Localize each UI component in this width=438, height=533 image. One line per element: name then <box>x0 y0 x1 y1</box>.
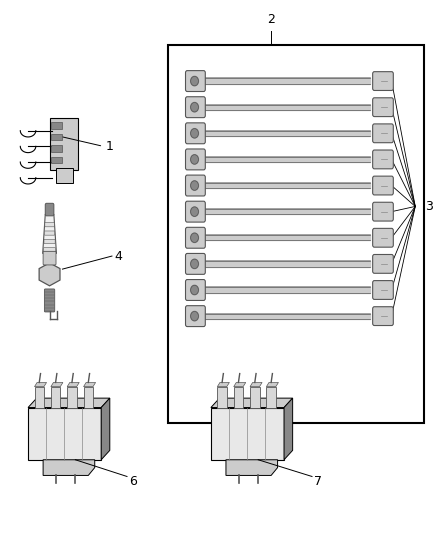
Circle shape <box>190 128 198 138</box>
FancyBboxPatch shape <box>372 176 392 195</box>
FancyBboxPatch shape <box>185 175 205 196</box>
FancyBboxPatch shape <box>185 306 205 327</box>
Text: 2: 2 <box>267 13 275 26</box>
Circle shape <box>190 102 198 112</box>
FancyBboxPatch shape <box>185 149 205 170</box>
Bar <box>217 386 226 408</box>
Polygon shape <box>35 383 46 386</box>
Bar <box>51 123 61 128</box>
Bar <box>250 386 259 408</box>
FancyBboxPatch shape <box>44 231 55 235</box>
Bar <box>67 386 77 408</box>
Polygon shape <box>233 383 245 386</box>
Bar <box>83 386 93 408</box>
FancyBboxPatch shape <box>185 254 205 274</box>
Circle shape <box>190 155 198 164</box>
Polygon shape <box>226 460 277 475</box>
Polygon shape <box>28 398 110 408</box>
Bar <box>266 386 275 408</box>
Circle shape <box>190 207 198 216</box>
Circle shape <box>190 311 198 321</box>
FancyBboxPatch shape <box>372 71 392 91</box>
Polygon shape <box>217 383 229 386</box>
Polygon shape <box>51 383 63 386</box>
Polygon shape <box>210 398 292 408</box>
Bar <box>51 157 61 163</box>
Bar <box>167 45 423 423</box>
Text: 1: 1 <box>105 140 113 153</box>
Polygon shape <box>67 383 79 386</box>
FancyBboxPatch shape <box>372 254 392 273</box>
FancyBboxPatch shape <box>44 289 55 312</box>
Circle shape <box>190 259 198 269</box>
Polygon shape <box>266 383 278 386</box>
Bar <box>51 386 60 408</box>
FancyBboxPatch shape <box>45 223 54 227</box>
Text: 7: 7 <box>314 475 321 488</box>
Bar <box>28 408 101 460</box>
Bar <box>35 386 44 408</box>
FancyBboxPatch shape <box>185 227 205 248</box>
Polygon shape <box>283 398 292 460</box>
Polygon shape <box>101 398 110 460</box>
FancyBboxPatch shape <box>372 306 392 326</box>
FancyBboxPatch shape <box>372 98 392 117</box>
Circle shape <box>190 285 198 295</box>
FancyBboxPatch shape <box>44 239 55 244</box>
Bar <box>56 168 73 183</box>
FancyBboxPatch shape <box>185 201 205 222</box>
Circle shape <box>190 181 198 190</box>
FancyBboxPatch shape <box>372 202 392 221</box>
Text: 6: 6 <box>129 475 137 488</box>
FancyBboxPatch shape <box>185 97 205 118</box>
Circle shape <box>190 76 198 86</box>
FancyBboxPatch shape <box>372 150 392 169</box>
FancyBboxPatch shape <box>372 228 392 247</box>
FancyBboxPatch shape <box>43 248 56 252</box>
FancyBboxPatch shape <box>372 280 392 300</box>
FancyBboxPatch shape <box>45 203 54 216</box>
FancyBboxPatch shape <box>185 280 205 301</box>
Bar <box>51 134 61 140</box>
FancyBboxPatch shape <box>43 252 56 265</box>
FancyBboxPatch shape <box>185 71 205 92</box>
Polygon shape <box>42 214 57 254</box>
Text: 4: 4 <box>114 249 122 263</box>
Polygon shape <box>39 263 60 286</box>
Polygon shape <box>83 383 95 386</box>
Bar <box>233 386 243 408</box>
Text: 3: 3 <box>424 200 432 213</box>
Circle shape <box>190 233 198 243</box>
Polygon shape <box>43 460 95 475</box>
Polygon shape <box>250 383 261 386</box>
FancyBboxPatch shape <box>185 123 205 144</box>
Bar <box>49 118 78 170</box>
FancyBboxPatch shape <box>372 124 392 143</box>
Bar <box>51 146 61 151</box>
Bar <box>210 408 283 460</box>
